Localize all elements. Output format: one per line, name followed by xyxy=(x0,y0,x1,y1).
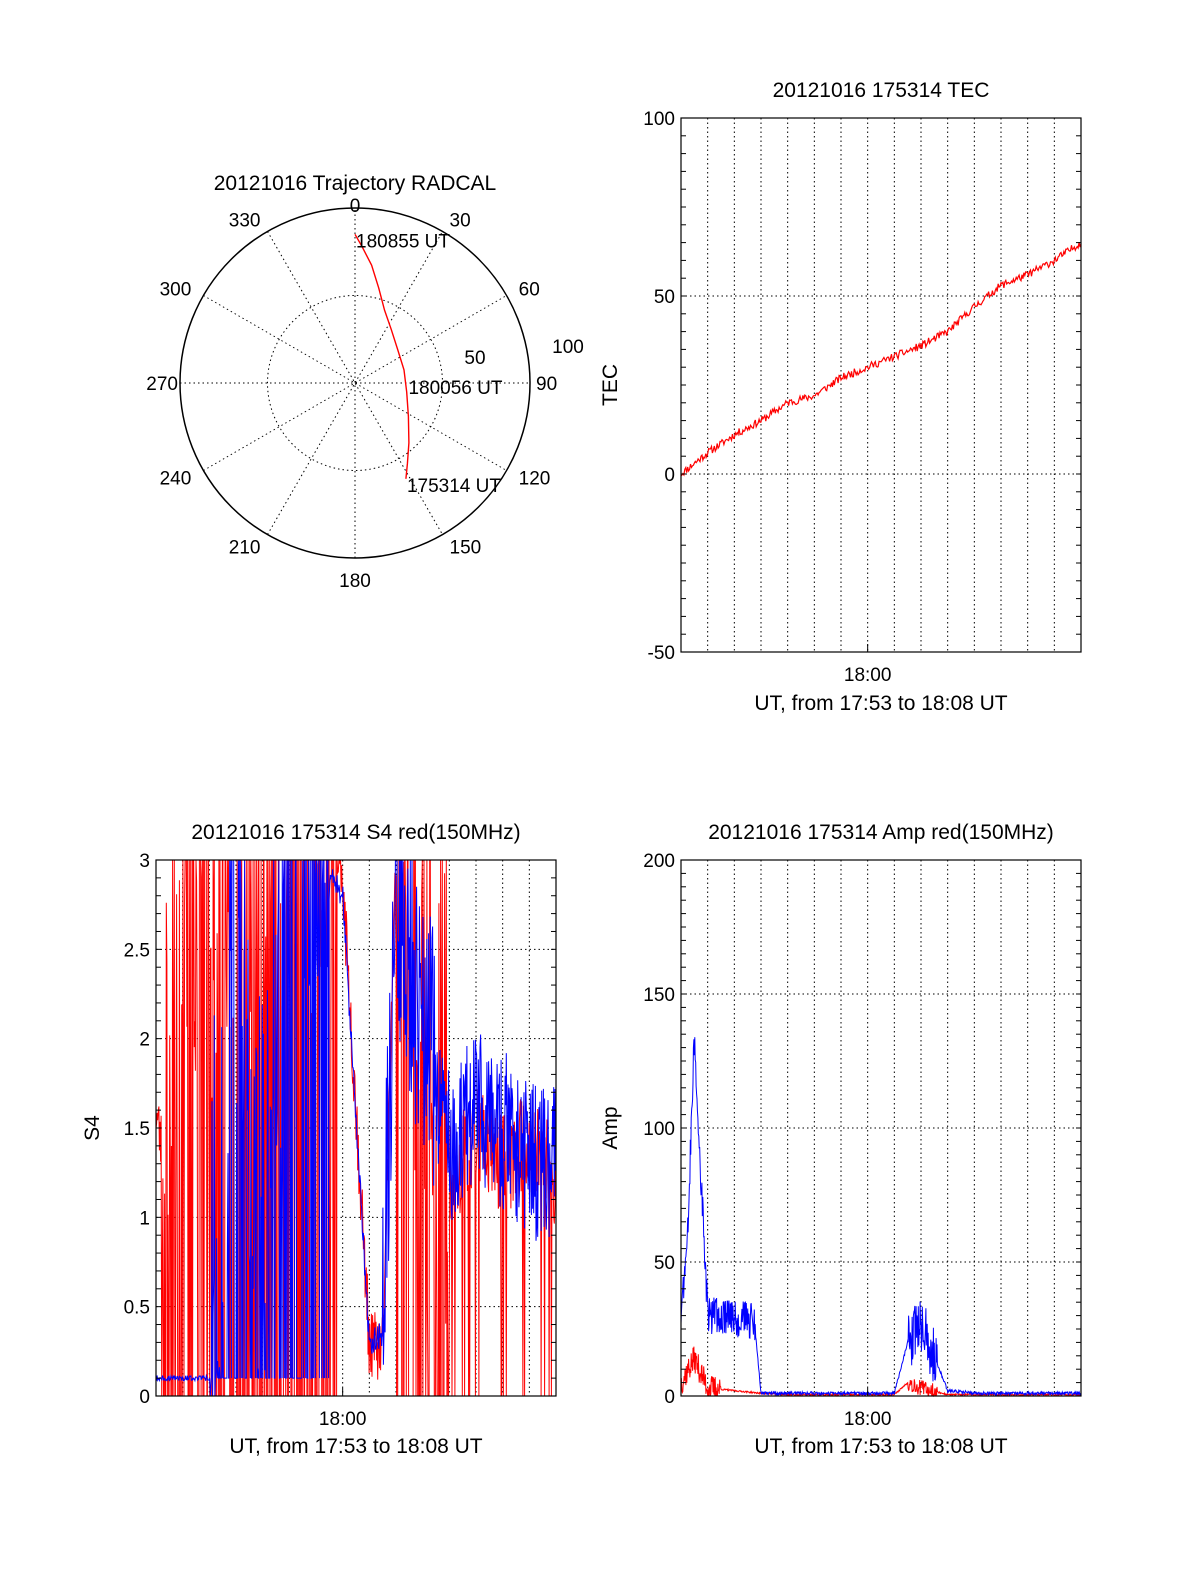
amp-ytick-label: 200 xyxy=(643,851,675,872)
s4-title: 20121016 175314 S4 red(150MHz) xyxy=(191,821,520,844)
amp-ylabel: Amp xyxy=(599,1106,622,1149)
amp-series-line xyxy=(680,1037,1082,1397)
s4-ytick-label: 3 xyxy=(139,851,150,872)
amp-ytick-label: 100 xyxy=(643,1119,675,1140)
tec-ytick-label: -50 xyxy=(648,643,675,664)
azimuth-label: 0 xyxy=(350,196,361,217)
azimuth-label: 30 xyxy=(450,210,471,231)
trajectory-line xyxy=(354,233,410,479)
s4-ylabel: S4 xyxy=(81,1115,104,1141)
radial-labels: 50 100 xyxy=(464,337,583,369)
azimuth-label: 300 xyxy=(160,280,192,301)
s4-xlabel: UT, from 17:53 to 18:08 UT xyxy=(229,1435,482,1458)
tec-series-line xyxy=(680,241,1082,477)
tec-ytick-label: 0 xyxy=(664,465,675,486)
amp-ytick-label: 50 xyxy=(654,1253,675,1274)
tec-frame xyxy=(680,117,1082,653)
amp-ytick-label: 0 xyxy=(664,1387,675,1408)
azimuth-label: 210 xyxy=(229,538,261,559)
radial-label: 100 xyxy=(552,337,584,358)
trajectory-track xyxy=(354,233,410,479)
azimuth-label: 60 xyxy=(519,280,540,301)
amp-grid xyxy=(681,860,1081,1396)
tec-ticks: -50 0 50 100 18:00 xyxy=(643,109,1081,686)
trajectory-time-label: 180056 UT xyxy=(408,378,502,399)
amp-title: 20121016 175314 Amp red(150MHz) xyxy=(708,821,1054,844)
s4-panel: 20121016 175314 S4 red(150MHz) S4 UT, fr… xyxy=(81,821,557,1458)
trajectory-polar-panel: 20121016 Trajectory RADCAL 0 30 60 90 120 150… xyxy=(146,172,584,592)
tec-series xyxy=(680,241,1082,477)
azimuth-label: 90 xyxy=(536,374,557,395)
tec-grid xyxy=(681,118,1081,652)
trajectory-annotations: 180855 UT 180056 UT 175314 UT xyxy=(356,231,503,497)
s4-ytick-label: 2.5 xyxy=(124,940,150,961)
tec-xlabel: UT, from 17:53 to 18:08 UT xyxy=(754,692,1007,715)
azimuth-label: 180 xyxy=(339,571,371,592)
polar-grid xyxy=(180,208,530,558)
s4-series-line xyxy=(155,859,557,1397)
azimuth-label: 330 xyxy=(229,210,261,231)
tec-ylabel: TEC xyxy=(599,364,622,406)
amp-series xyxy=(680,1037,1082,1398)
amp-xlabel: UT, from 17:53 to 18:08 UT xyxy=(754,1435,1007,1458)
trajectory-time-label: 180855 UT xyxy=(356,231,450,252)
trajectory-time-label: 175314 UT xyxy=(407,476,501,497)
azimuth-label: 240 xyxy=(160,469,192,490)
tec-ytick-label: 100 xyxy=(643,109,675,130)
tec-title: 20121016 175314 TEC xyxy=(773,79,990,102)
azimuth-labels: 0 30 60 90 120 150 180 210 240 270 300 330 xyxy=(146,196,557,592)
azimuth-label: 120 xyxy=(519,469,551,490)
azimuth-label: 270 xyxy=(146,374,178,395)
tec-xtick-label: 18:00 xyxy=(844,665,892,686)
amp-series-line xyxy=(680,1346,1082,1398)
s4-ytick-label: 1 xyxy=(139,1208,150,1229)
azimuth-label: 150 xyxy=(450,538,482,559)
polar-outer-circle xyxy=(179,207,531,559)
s4-series xyxy=(155,859,557,1397)
s4-ticks: 0 0.5 1 1.5 2 2.5 3 18:00 xyxy=(124,851,556,1430)
s4-ytick-label: 1.5 xyxy=(124,1119,150,1140)
radial-label: 50 xyxy=(464,348,485,369)
trajectory-title: 20121016 Trajectory RADCAL xyxy=(214,172,497,195)
s4-xtick-label: 18:00 xyxy=(319,1409,367,1430)
tec-panel: 20121016 175314 TEC TEC UT, from 17:53 t… xyxy=(599,79,1082,715)
tec-ytick-label: 50 xyxy=(654,287,675,308)
amp-xtick-label: 18:00 xyxy=(844,1409,892,1430)
amp-ytick-label: 150 xyxy=(643,985,675,1006)
amp-ticks: 0 50 100 150 200 18:00 xyxy=(643,851,1081,1430)
s4-ytick-label: 2 xyxy=(139,1030,150,1051)
s4-ytick-label: 0 xyxy=(139,1387,150,1408)
s4-ytick-label: 0.5 xyxy=(124,1298,150,1319)
amp-panel: 20121016 175314 Amp red(150MHz) Amp UT, … xyxy=(599,821,1082,1458)
